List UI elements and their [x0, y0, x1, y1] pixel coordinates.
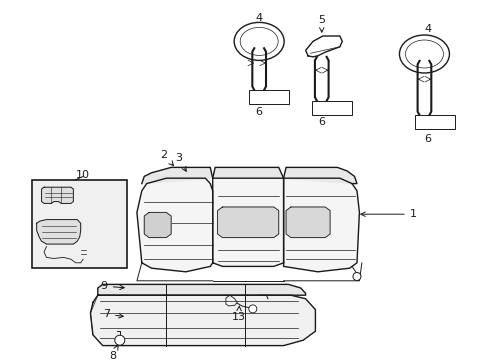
Polygon shape — [41, 187, 73, 203]
Polygon shape — [37, 220, 81, 244]
Text: 6: 6 — [423, 124, 430, 144]
Polygon shape — [305, 36, 342, 57]
Polygon shape — [144, 212, 171, 238]
Ellipse shape — [234, 22, 284, 60]
Polygon shape — [98, 284, 305, 295]
Circle shape — [248, 305, 256, 313]
Polygon shape — [285, 207, 329, 238]
Text: 13: 13 — [231, 306, 245, 322]
Text: 8: 8 — [109, 345, 118, 360]
Text: 6: 6 — [255, 99, 262, 117]
Text: 3: 3 — [175, 153, 186, 171]
Circle shape — [352, 273, 360, 280]
Circle shape — [115, 335, 124, 345]
Polygon shape — [283, 167, 356, 184]
Bar — [311, 101, 351, 115]
Polygon shape — [217, 207, 278, 238]
Polygon shape — [90, 295, 315, 346]
Text: 4: 4 — [423, 24, 430, 43]
Bar — [249, 90, 289, 104]
Text: 7: 7 — [103, 309, 123, 319]
Text: 5: 5 — [318, 15, 325, 32]
Text: 4: 4 — [255, 13, 262, 29]
Polygon shape — [137, 178, 212, 272]
Polygon shape — [212, 178, 283, 266]
Text: 12: 12 — [57, 185, 97, 196]
Bar — [32, 180, 127, 268]
Polygon shape — [212, 167, 283, 178]
Text: 1: 1 — [360, 209, 416, 219]
Ellipse shape — [399, 35, 448, 73]
Polygon shape — [142, 167, 212, 184]
Text: 11: 11 — [83, 233, 97, 243]
Polygon shape — [283, 178, 359, 272]
Text: 6: 6 — [318, 110, 325, 127]
Bar — [414, 115, 454, 129]
Text: 10: 10 — [76, 170, 90, 180]
Text: 9: 9 — [101, 281, 124, 291]
Text: 2: 2 — [160, 150, 173, 166]
